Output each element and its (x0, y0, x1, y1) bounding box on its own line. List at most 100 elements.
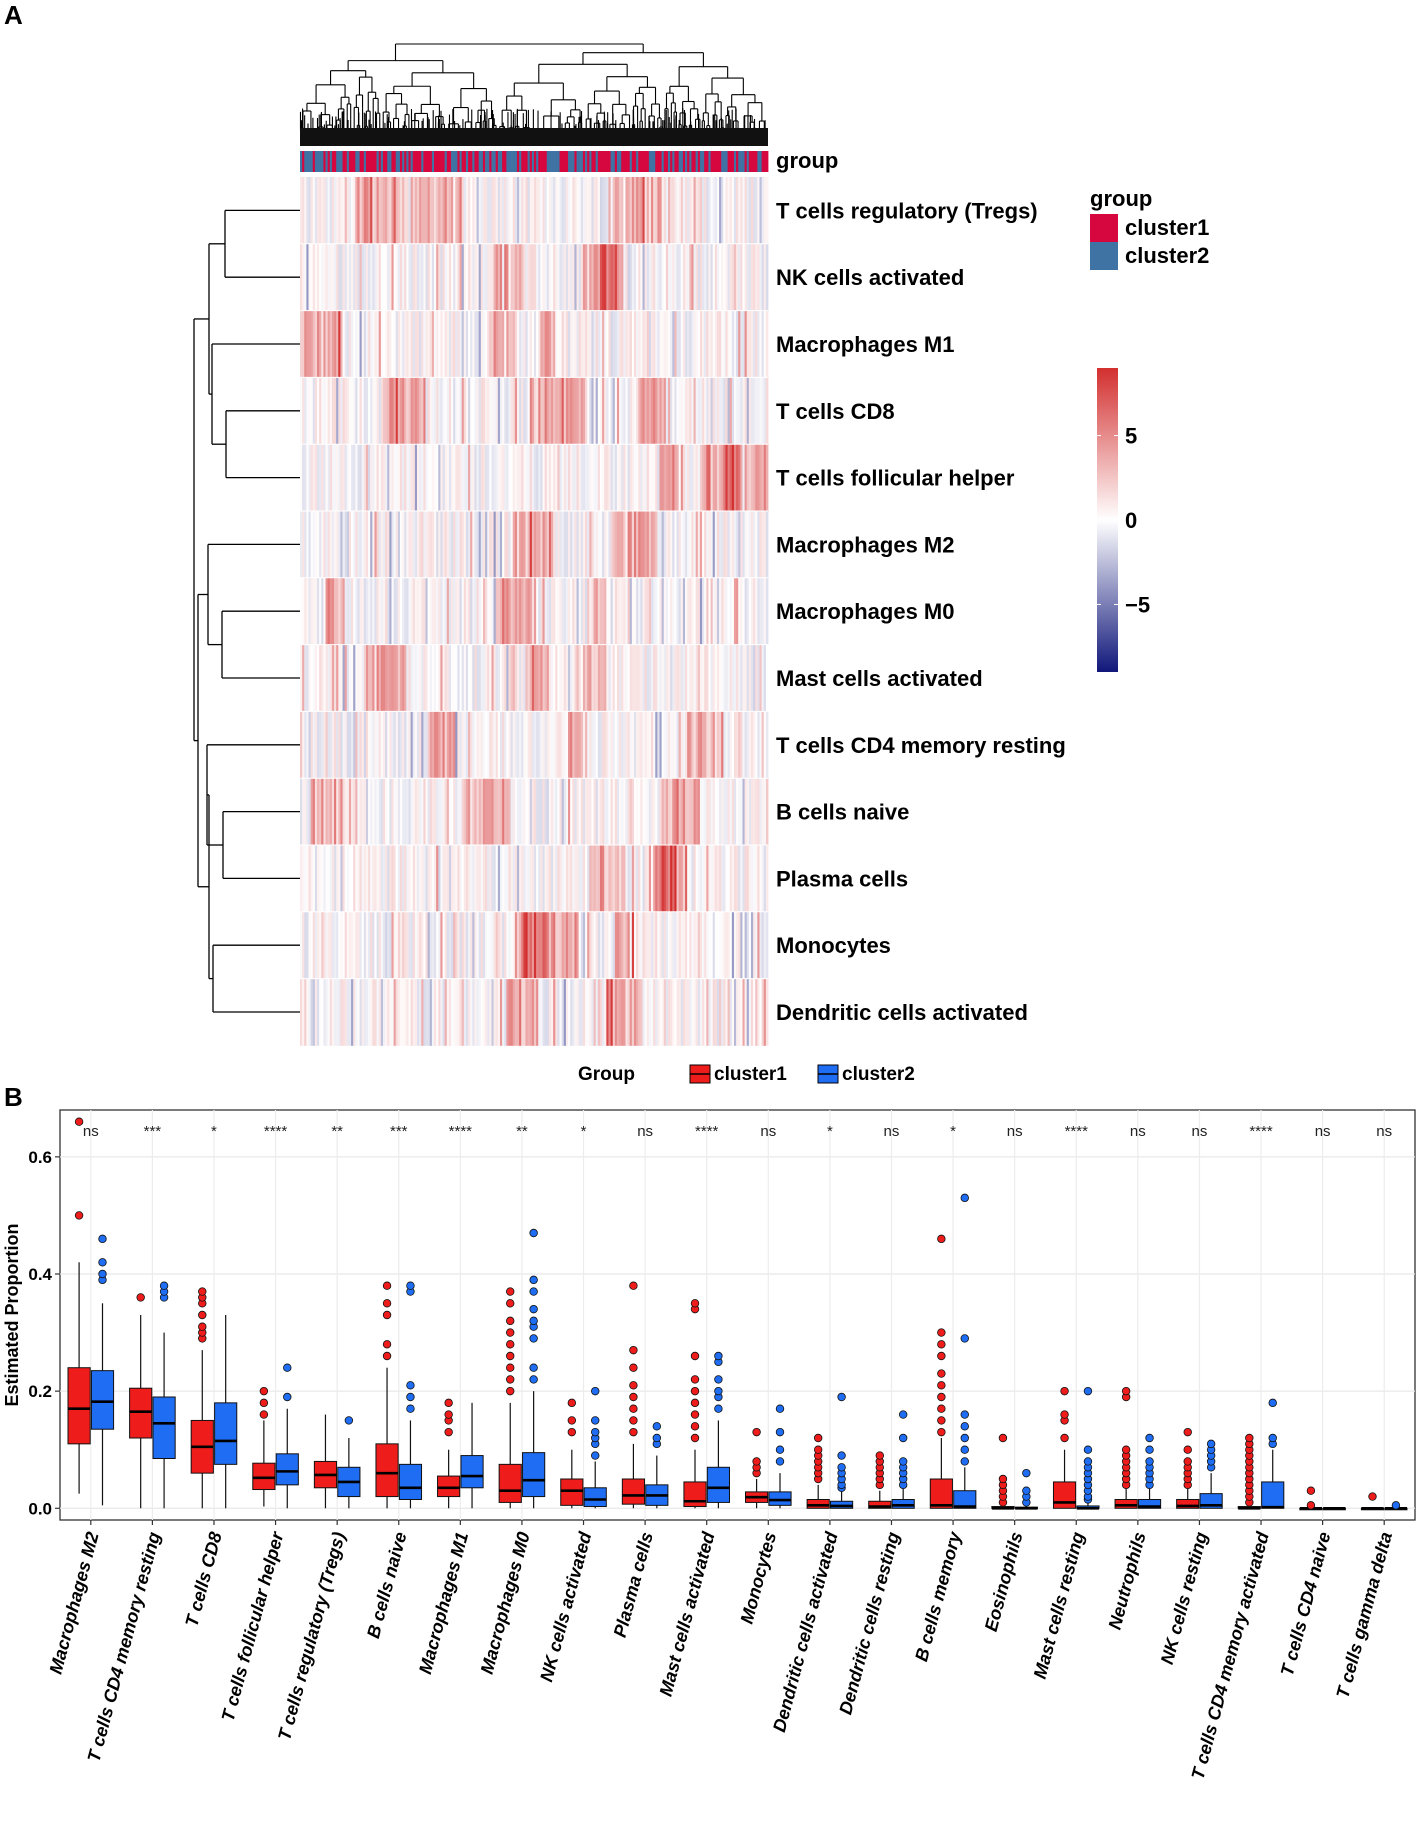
heatmap-cell (502, 511, 505, 579)
heatmap-cell (497, 577, 501, 645)
heatmap-cell (325, 243, 329, 311)
heatmap-cell (663, 444, 667, 512)
heatmap-cell (763, 511, 767, 579)
heatmap-cell (759, 577, 763, 645)
heatmap-cell (525, 377, 529, 445)
heatmap-cell (444, 177, 448, 245)
heatmap-cell (582, 377, 586, 445)
heatmap-cell (623, 778, 626, 846)
heatmap-cell (368, 243, 371, 311)
heatmap-cell (633, 644, 637, 712)
heatmap-cell (555, 243, 558, 311)
annotation-cell (702, 151, 705, 172)
heatmap-cell (744, 310, 748, 378)
annotation-cell (302, 151, 305, 172)
annotation-cell (746, 151, 750, 172)
heatmap-cell (559, 577, 563, 645)
heatmap-cell (502, 711, 505, 779)
heatmap-cell (325, 978, 329, 1046)
heatmap-cell (382, 511, 386, 579)
heatmap-cell (376, 577, 380, 645)
heatmap-cell (382, 978, 386, 1046)
heatmap-cell (738, 577, 741, 645)
heatmap-cell (306, 978, 309, 1046)
heatmap-cell (721, 177, 724, 245)
row-label: Monocytes (776, 933, 891, 958)
heatmap-cell (457, 644, 460, 712)
annotation-cell (761, 151, 765, 172)
heatmap-cell (463, 711, 467, 779)
heatmap-cell (446, 845, 450, 913)
heatmap-cell (338, 778, 341, 846)
heatmap-cell (672, 845, 675, 913)
heatmap-cell (616, 444, 620, 512)
heatmap-cell (546, 978, 550, 1046)
annotation-cell (589, 151, 592, 172)
heatmap-cell (519, 978, 522, 1046)
heatmap-cell (582, 177, 586, 245)
heatmap-cell (338, 310, 341, 378)
annotation-cell (306, 151, 309, 172)
heatmap-cell (385, 243, 388, 311)
heatmap-cell (663, 845, 667, 913)
heatmap-cell (665, 911, 669, 979)
heatmap-cell (553, 377, 556, 445)
heatmap-cell (623, 177, 626, 245)
heatmap-cell (334, 577, 337, 645)
significance-label: *** (144, 1123, 162, 1140)
heatmap-cell (551, 377, 554, 445)
outlier-point (960, 1193, 969, 1203)
heatmap-cell (302, 243, 305, 311)
heatmap-cell (361, 377, 365, 445)
heatmap-cell (727, 711, 731, 779)
y-axis-label: Estimated Proportion (2, 1223, 22, 1406)
heatmap-cell (561, 444, 565, 512)
heatmap-cell (555, 711, 558, 779)
heatmap-cell (736, 444, 739, 512)
heatmap-cell (638, 845, 641, 913)
heatmap-cell (750, 377, 754, 445)
annotation-cell (587, 151, 590, 172)
heatmap-cell (750, 243, 754, 311)
heatmap-cell (682, 644, 686, 712)
heatmap-cell (421, 911, 424, 979)
heatmap-cell (593, 911, 597, 979)
box-cluster2 (214, 1315, 238, 1509)
heatmap-cell (304, 511, 307, 579)
heatmap-cell (612, 644, 616, 712)
heatmap-cell (414, 310, 418, 378)
heatmap-cell (438, 377, 441, 445)
box-cluster2 (1322, 1506, 1346, 1511)
heatmap-cell (729, 845, 733, 913)
heatmap-cell (461, 845, 465, 913)
heatmap-cell (753, 711, 756, 779)
heatmap-cell (619, 444, 622, 512)
heatmap-cell (497, 845, 501, 913)
heatmap-cell (665, 778, 669, 846)
heatmap-cell (529, 511, 533, 579)
heatmap-cell (300, 911, 303, 979)
heatmap-cell (359, 644, 363, 712)
heatmap-cell (651, 243, 654, 311)
heatmap-cell (665, 444, 669, 512)
heatmap-cell (676, 377, 680, 445)
heatmap-cell (395, 377, 399, 445)
heatmap-cell (402, 978, 405, 1046)
heatmap-cell (576, 778, 580, 846)
annotation-cell (659, 151, 663, 172)
heatmap-cell (382, 243, 386, 311)
heatmap-cell (546, 911, 550, 979)
heatmap-cell (551, 711, 554, 779)
heatmap-cell (746, 310, 750, 378)
row-label: T cells CD4 memory resting (776, 733, 1066, 758)
box-cluster1 (683, 1299, 707, 1509)
heatmap-cell (340, 511, 343, 579)
heatmap-cell (523, 444, 526, 512)
heatmap-cell (346, 511, 350, 579)
heatmap-cell (414, 243, 418, 311)
heatmap-cell (448, 377, 452, 445)
heatmap-cell (755, 845, 758, 913)
heatmap-cell (351, 243, 354, 311)
heatmap-cell (506, 377, 509, 445)
heatmap-cell (321, 444, 324, 512)
